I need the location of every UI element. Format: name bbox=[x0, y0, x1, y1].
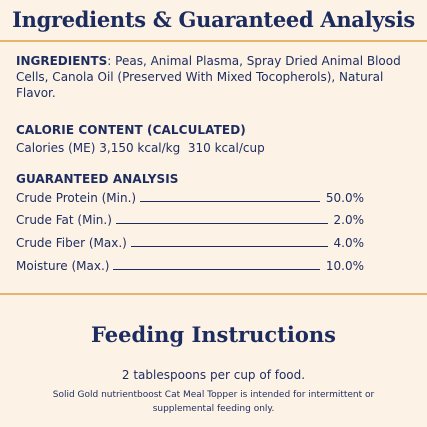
analysis-row-fiber: Crude Fiber (Max.) 4.0% bbox=[16, 234, 364, 250]
analysis-heading: GUARANTEED ANALYSIS bbox=[16, 172, 179, 186]
ingredients-analysis-title: Ingredients & Guaranteed Analysis bbox=[12, 7, 415, 32]
analysis-row-value: 4.0% bbox=[333, 236, 365, 250]
leader-line bbox=[140, 201, 320, 202]
leader-line bbox=[130, 246, 328, 247]
analysis-row-value: 10.0% bbox=[325, 259, 364, 273]
ingredients-paragraph: INGREDIENTS: Peas, Animal Plasma, Spray … bbox=[16, 53, 416, 101]
analysis-row-fat: Crude Fat (Min.) 2.0% bbox=[16, 211, 364, 227]
leader-line bbox=[115, 223, 328, 224]
ingredients-text: : Peas, Animal Plasma, Spray Dried Anima… bbox=[16, 54, 401, 100]
calorie-text: Calories (ME) 3,150 kcal/kg 310 kcal/cup bbox=[16, 141, 265, 155]
feeding-main-text: 2 tablespoons per cup of food. bbox=[121, 368, 306, 382]
feeding-instructions-title: Feeding Instructions bbox=[91, 322, 336, 347]
feeding-note-text: Solid Gold nutrientboost Cat Meal Topper… bbox=[52, 390, 375, 414]
analysis-row-value: 2.0% bbox=[333, 213, 365, 227]
analysis-row-label: Crude Fat (Min.) bbox=[16, 213, 112, 227]
analysis-row-protein: Crude Protein (Min.) 50.0% bbox=[16, 189, 364, 205]
calorie-heading: CALORIE CONTENT (CALCULATED) bbox=[16, 123, 246, 137]
middle-divider bbox=[0, 293, 427, 295]
top-divider bbox=[0, 40, 427, 42]
analysis-row-value: 50.0% bbox=[325, 191, 364, 205]
leader-line bbox=[113, 269, 320, 270]
ingredients-label: INGREDIENTS bbox=[16, 54, 108, 68]
analysis-row-moisture: Moisture (Max.) 10.0% bbox=[16, 257, 364, 273]
analysis-row-label: Crude Fiber (Max.) bbox=[16, 236, 127, 250]
analysis-row-label: Crude Protein (Min.) bbox=[16, 191, 137, 205]
analysis-row-label: Moisture (Max.) bbox=[16, 259, 110, 273]
